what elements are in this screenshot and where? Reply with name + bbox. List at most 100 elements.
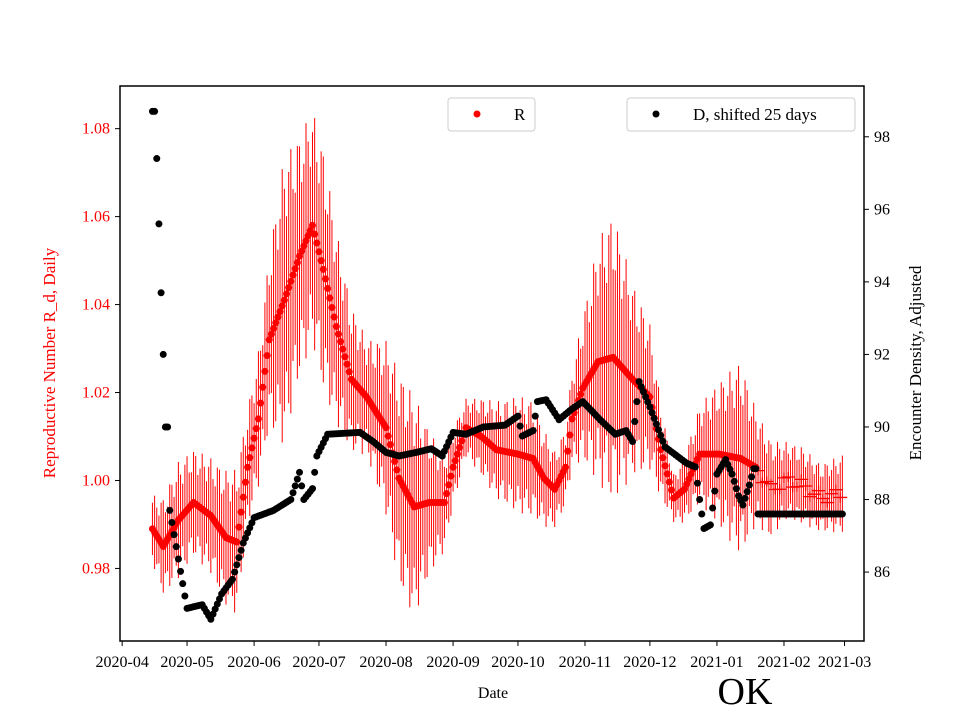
d-point [311,468,319,476]
r-point [237,508,245,516]
d-point [739,501,747,509]
d-point [179,580,187,588]
r-point [319,265,327,273]
r-point [317,257,325,265]
r-point [248,444,256,452]
r-point [287,277,295,285]
d-point [172,543,180,551]
r-point [274,313,282,321]
r-point [239,493,247,501]
r-point [781,471,796,482]
d-point [157,289,165,297]
d-point [174,555,182,563]
d-point [293,475,301,483]
d-point [728,470,736,478]
r-point [384,432,392,440]
y-left-tick-label: 0.98 [82,560,110,577]
r-point [259,383,267,391]
r-point [283,290,291,298]
y-axis-right-label: Encounter Density, Adjusted [906,265,925,460]
r-point [308,221,316,229]
r-point [241,478,249,486]
r-point [345,368,353,376]
r-point [263,352,271,360]
y-left-tick-label: 1.00 [82,472,110,489]
x-tick-label: 2020-11 [559,654,612,671]
d-point [308,485,316,493]
legend-r: R [447,97,536,132]
x-tick-label: 2021-03 [818,654,871,671]
r-point [564,447,572,455]
d-point [168,519,176,527]
r-point [315,248,323,256]
r-point [276,307,284,315]
d-point [693,479,701,487]
r-point [665,478,673,486]
y-right-tick-label: 98 [874,129,890,146]
y-left-tick-label: 1.08 [82,121,110,138]
d-point [235,554,243,562]
r-point [764,478,778,489]
r-point [246,454,254,462]
r-point [233,538,241,546]
r-point [811,485,826,496]
d-point [291,482,299,490]
x-tick-label: 2020-06 [227,654,280,671]
x-axis: 2020-04 2020-05 2020-06 2020-07 2020-08 2020-… [95,641,871,671]
x-tick-label: 2020-05 [160,654,213,671]
d-point [646,403,654,411]
x-tick-label: 2020-08 [359,654,412,671]
r-point [568,415,576,423]
r-point [451,457,459,465]
r-point [445,481,453,489]
r-point [772,484,787,495]
r-point [341,353,349,361]
d-point [298,482,306,490]
r-point [820,497,835,508]
d-point [529,427,537,435]
r-point [453,450,461,458]
r-point [566,431,574,439]
chart-title: OK [718,671,773,713]
r-point [789,481,804,492]
r-point [326,294,334,302]
d-point [531,412,539,420]
d-point [696,496,704,504]
y-right-tick-label: 92 [874,346,890,363]
y-left-tick-label: 1.04 [82,297,110,314]
d-point [732,485,740,493]
r-point [828,484,843,495]
d-point [657,432,665,440]
y-right-tick-label: 94 [874,274,890,291]
d-point [228,575,236,583]
d-point [159,350,167,358]
r-point [794,474,809,485]
d-point [629,437,637,445]
r-point [289,271,297,279]
r-point [661,462,669,470]
d-point [633,398,641,406]
r-point [313,239,321,247]
r-point [285,284,293,292]
r-point [270,324,278,332]
legend-d: D, shifted 25 days [626,97,856,132]
r-point [577,390,585,398]
r-point [334,330,342,338]
d-point [743,488,751,496]
r-point [663,470,671,478]
r-point [386,441,394,449]
r-point [321,275,329,283]
r-point [659,454,667,462]
r-point [324,284,332,292]
d-point [181,592,189,600]
r-point [293,258,301,266]
d-point [659,437,667,445]
r-point [261,367,269,375]
x-axis-label: Date [478,685,508,702]
d-point [516,422,524,430]
y-right-tick-label: 96 [874,201,890,218]
d-point [709,504,717,512]
d-point [237,546,245,554]
r-point [393,466,401,474]
